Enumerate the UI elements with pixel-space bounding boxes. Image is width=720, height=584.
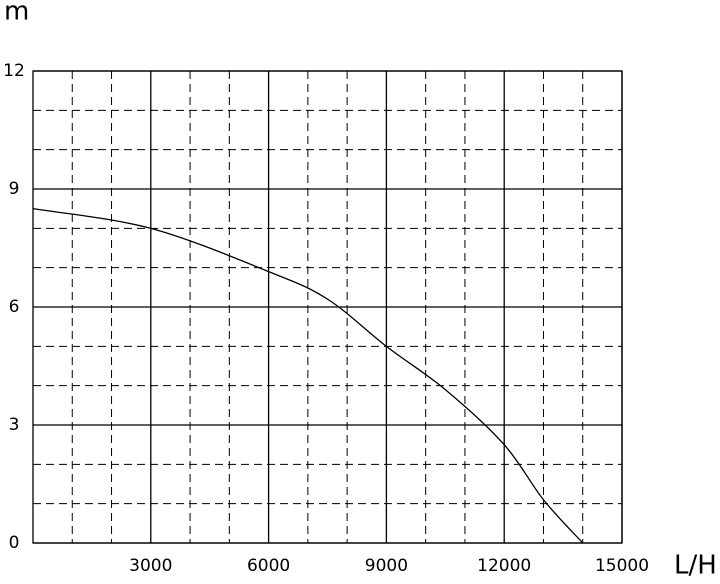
y-tick-label: 0 <box>9 533 20 553</box>
x-tick-label: 9000 <box>365 556 408 576</box>
x-tick-label: 3000 <box>129 556 172 576</box>
curve <box>32 208 584 544</box>
y-tick-label: 9 <box>9 179 20 199</box>
y-axis-label: m <box>4 0 29 27</box>
x-tick-label: 15000 <box>595 556 649 576</box>
x-axis-label: L/H <box>674 551 717 581</box>
x-tick-label: 6000 <box>247 556 290 576</box>
y-tick-label: 12 <box>3 61 25 81</box>
y-tick-label: 3 <box>9 415 20 435</box>
x-tick-label: 12000 <box>477 556 531 576</box>
y-tick-label: 6 <box>9 297 20 317</box>
